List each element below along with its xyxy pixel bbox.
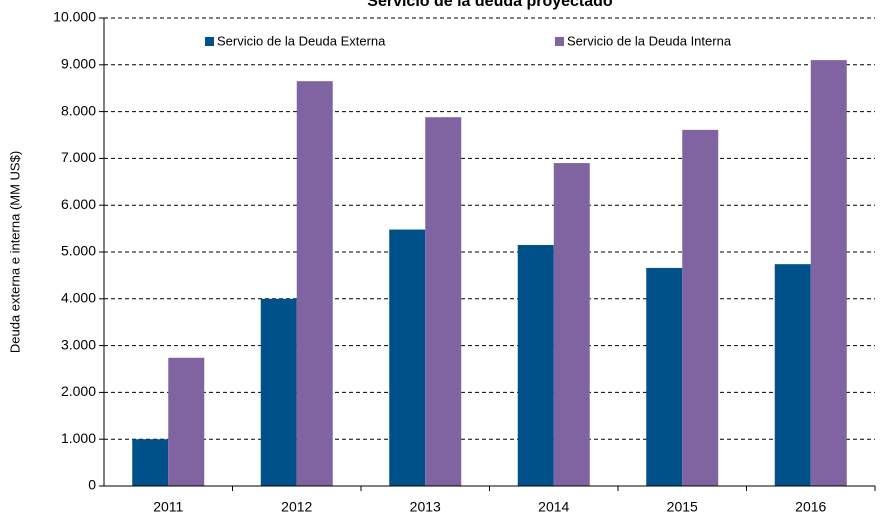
- bar: [810, 60, 847, 487]
- bar: [389, 229, 426, 486]
- bar: [553, 163, 590, 486]
- legend-label: Servicio de la Deuda Externa: [217, 33, 386, 48]
- y-tick-label: 3.000: [61, 336, 96, 352]
- bar: [517, 244, 554, 486]
- x-tick-label: 2011: [153, 499, 183, 515]
- y-tick-label: 0: [88, 477, 96, 493]
- bar: [774, 264, 811, 486]
- y-tick-label: 5.000: [61, 243, 96, 259]
- bar: [132, 439, 169, 486]
- y-tick-label: 4.000: [61, 290, 96, 306]
- bar: [682, 129, 719, 487]
- bar: [296, 81, 333, 487]
- bar: [168, 357, 205, 486]
- y-tick-label: 2.000: [61, 383, 96, 399]
- x-tick-label: 2015: [667, 499, 698, 515]
- y-tick-label: 8.000: [61, 102, 96, 118]
- x-tick-label: 2013: [410, 499, 441, 515]
- legend-swatch: [205, 37, 214, 46]
- bar: [425, 117, 462, 486]
- y-tick-label: 1.000: [61, 430, 96, 446]
- y-axis-label: Deuda externa e interna (MM US$): [7, 151, 22, 353]
- x-tick-label: 2012: [281, 499, 312, 515]
- y-tick-label: 7.000: [61, 149, 96, 165]
- bar: [260, 298, 297, 486]
- y-tick-label: 9.000: [61, 56, 96, 72]
- y-tick-label: 10.000: [53, 9, 96, 25]
- y-tick-label: 6.000: [61, 196, 96, 212]
- bar: [646, 267, 683, 486]
- x-tick-label: 2016: [795, 499, 826, 515]
- x-tick-label: 2014: [538, 499, 569, 515]
- legend-swatch: [555, 37, 564, 46]
- chart-title: Servicio de la deuda proyectado: [367, 0, 613, 10]
- legend-label: Servicio de la Deuda Interna: [567, 33, 732, 48]
